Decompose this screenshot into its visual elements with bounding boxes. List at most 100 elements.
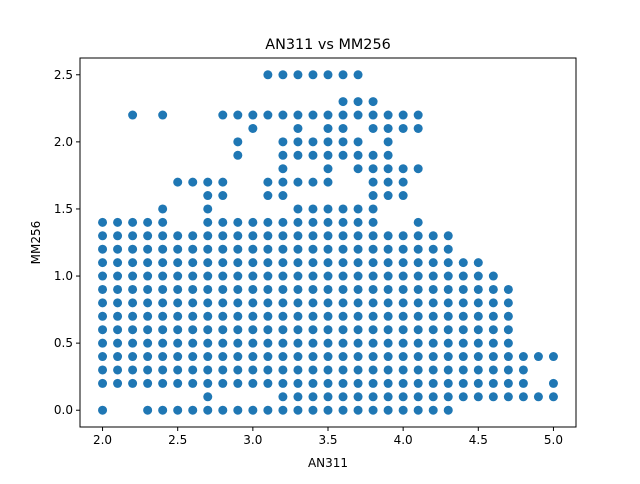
scatter-point: [173, 271, 183, 281]
x-axis-ticks: 2.0 2.5 3.0 3.5 4.0 4.5 5.0: [93, 427, 563, 447]
scatter-point: [218, 271, 228, 281]
scatter-point: [353, 150, 363, 160]
scatter-point: [293, 405, 303, 415]
scatter-point: [248, 110, 258, 120]
scatter-point: [128, 325, 138, 335]
scatter-point: [443, 311, 453, 321]
scatter-point: [278, 271, 288, 281]
chart-title: AN311 vs MM256: [265, 37, 391, 53]
scatter-point: [413, 325, 423, 335]
scatter-point: [398, 298, 408, 308]
scatter-point: [413, 231, 423, 241]
scatter-point: [263, 365, 273, 375]
scatter-point: [368, 338, 378, 348]
scatter-point: [113, 258, 123, 268]
scatter-point: [293, 244, 303, 254]
scatter-point: [98, 311, 108, 321]
scatter-point: [488, 284, 498, 294]
scatter-point: [338, 204, 348, 214]
scatter-point: [113, 244, 123, 254]
scatter-point: [398, 284, 408, 294]
scatter-point: [203, 231, 213, 241]
scatter-point: [383, 352, 393, 362]
scatter-point: [473, 352, 483, 362]
scatter-point: [263, 405, 273, 415]
scatter-point: [308, 378, 318, 388]
scatter-point: [368, 258, 378, 268]
scatter-point: [398, 164, 408, 174]
scatter-point: [263, 325, 273, 335]
scatter-point: [488, 365, 498, 375]
scatter-point: [113, 298, 123, 308]
scatter-point: [278, 311, 288, 321]
scatter-point: [353, 70, 363, 80]
scatter-point: [353, 338, 363, 348]
scatter-point: [248, 231, 258, 241]
scatter-point: [203, 298, 213, 308]
scatter-point: [263, 217, 273, 227]
scatter-point: [158, 217, 168, 227]
scatter-point: [323, 70, 333, 80]
y-tick-label: 2.5: [54, 68, 73, 82]
scatter-point: [398, 378, 408, 388]
scatter-point: [428, 325, 438, 335]
scatter-point: [113, 352, 123, 362]
scatter-point: [113, 325, 123, 335]
scatter-point: [188, 284, 198, 294]
scatter-point: [98, 378, 108, 388]
scatter-point: [98, 244, 108, 254]
scatter-point: [308, 325, 318, 335]
scatter-point: [473, 392, 483, 402]
scatter-point: [503, 284, 513, 294]
scatter-point: [308, 405, 318, 415]
scatter-point: [203, 177, 213, 187]
scatter-point: [128, 258, 138, 268]
scatter-point: [488, 352, 498, 362]
scatter-point: [368, 204, 378, 214]
scatter-point: [263, 284, 273, 294]
scatter-point: [173, 352, 183, 362]
scatter-point: [158, 204, 168, 214]
scatter-point: [368, 378, 378, 388]
scatter-point: [353, 284, 363, 294]
scatter-point: [263, 378, 273, 388]
scatter-point: [323, 298, 333, 308]
scatter-point: [338, 271, 348, 281]
scatter-point: [263, 298, 273, 308]
scatter-point: [518, 392, 528, 402]
scatter-point: [173, 378, 183, 388]
scatter-point: [458, 311, 468, 321]
scatter-point: [338, 150, 348, 160]
scatter-point: [413, 392, 423, 402]
scatter-point: [308, 231, 318, 241]
scatter-point: [413, 258, 423, 268]
scatter-point: [398, 311, 408, 321]
scatter-point: [113, 338, 123, 348]
scatter-point: [368, 217, 378, 227]
scatter-point: [338, 352, 348, 362]
scatter-point: [158, 405, 168, 415]
scatter-point: [203, 204, 213, 214]
scatter-point: [173, 338, 183, 348]
scatter-point: [143, 231, 153, 241]
scatter-point: [158, 298, 168, 308]
scatter-point: [293, 365, 303, 375]
scatter-point: [278, 338, 288, 348]
scatter-point: [98, 298, 108, 308]
scatter-point: [338, 284, 348, 294]
scatter-point: [353, 378, 363, 388]
scatter-point: [203, 311, 213, 321]
scatter-point: [413, 311, 423, 321]
scatter-point: [548, 352, 558, 362]
scatter-point: [143, 284, 153, 294]
scatter-point: [233, 311, 243, 321]
scatter-point: [368, 392, 378, 402]
scatter-point: [368, 284, 378, 294]
scatter-point: [443, 338, 453, 348]
scatter-point: [248, 338, 258, 348]
scatter-point: [128, 231, 138, 241]
scatter-point: [413, 217, 423, 227]
scatter-point: [203, 338, 213, 348]
scatter-point: [443, 244, 453, 254]
scatter-point: [338, 244, 348, 254]
